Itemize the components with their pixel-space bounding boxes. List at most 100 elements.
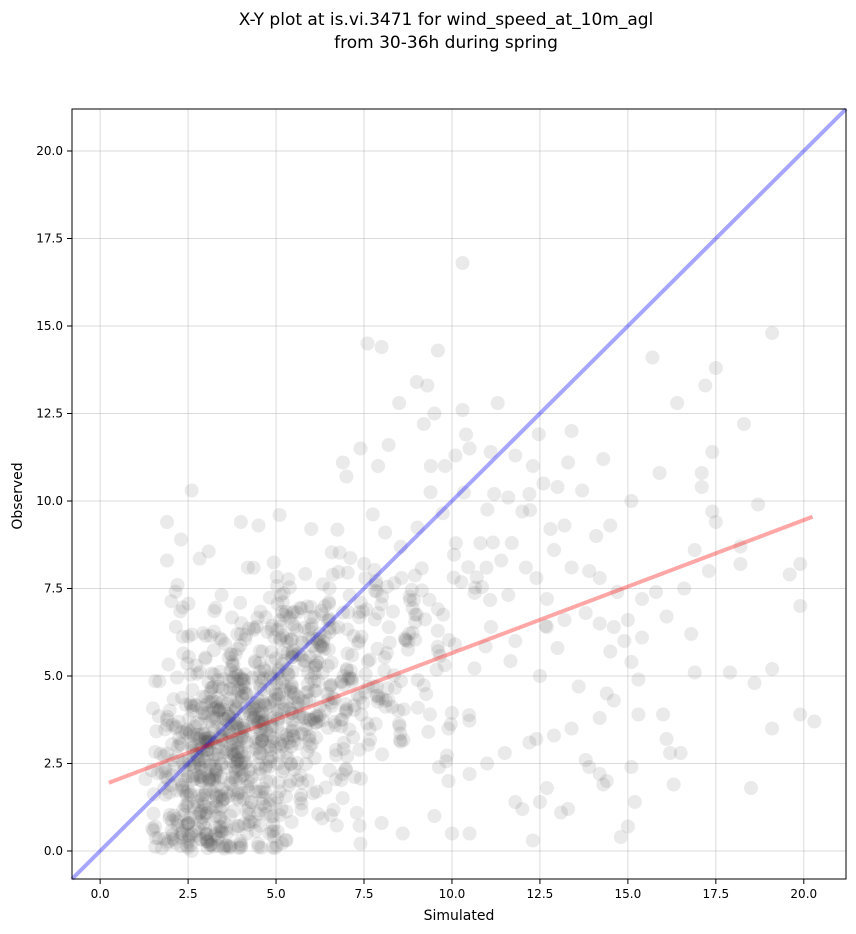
data-point	[205, 719, 220, 734]
data-point	[206, 839, 221, 854]
data-point	[327, 691, 342, 706]
data-point	[371, 688, 386, 703]
data-point	[237, 749, 252, 764]
data-point	[385, 604, 400, 619]
data-point	[221, 788, 236, 803]
data-point	[307, 666, 322, 681]
data-point	[297, 658, 312, 673]
data-point	[279, 694, 294, 709]
data-point	[279, 804, 294, 819]
data-point	[397, 631, 412, 646]
data-point	[705, 445, 720, 459]
data-point	[216, 672, 231, 687]
data-point	[634, 630, 649, 645]
data-point	[227, 699, 242, 714]
data-point	[240, 826, 255, 841]
data-point	[256, 682, 271, 697]
data-point	[231, 745, 246, 760]
data-point	[439, 754, 454, 769]
y-tick-label: 20.0	[36, 144, 63, 158]
data-point	[578, 606, 593, 620]
data-point	[179, 838, 194, 853]
data-point	[279, 604, 294, 619]
data-point	[374, 597, 389, 612]
data-point	[264, 622, 279, 637]
data-point	[268, 796, 283, 811]
data-point	[395, 826, 410, 841]
y-tick-label: 10.0	[36, 494, 63, 508]
data-point	[244, 702, 259, 717]
data-point	[353, 771, 368, 786]
data-point	[241, 621, 256, 636]
data-point	[380, 579, 395, 594]
data-point	[234, 732, 249, 747]
data-point	[192, 732, 207, 747]
data-point	[315, 713, 330, 728]
data-point	[212, 811, 227, 826]
data-point	[282, 610, 297, 625]
data-point	[226, 804, 241, 819]
data-point	[168, 836, 183, 851]
data-point	[189, 731, 204, 746]
data-point	[304, 621, 319, 636]
data-point	[236, 720, 251, 735]
data-point	[184, 844, 199, 858]
data-point	[236, 791, 251, 806]
data-point	[374, 816, 389, 830]
data-point	[304, 671, 319, 686]
data-point	[378, 693, 393, 708]
data-point	[187, 697, 202, 712]
data-point	[363, 732, 378, 747]
data-point	[176, 807, 191, 822]
data-point	[160, 772, 175, 787]
data-point	[201, 730, 216, 745]
data-point	[276, 586, 291, 601]
data-point	[410, 520, 425, 535]
data-point	[275, 645, 290, 660]
data-point	[279, 789, 294, 804]
data-point	[170, 670, 185, 685]
data-point	[554, 805, 569, 820]
data-point	[291, 647, 306, 662]
data-point	[211, 703, 226, 718]
data-point	[228, 719, 243, 734]
data-point	[589, 529, 604, 543]
data-point	[278, 832, 293, 847]
data-point	[321, 611, 336, 626]
x-axis-label: Simulated	[424, 908, 495, 924]
data-point	[284, 632, 299, 647]
data-point	[230, 745, 245, 760]
data-point	[264, 749, 279, 764]
data-point	[271, 664, 286, 679]
data-point	[203, 734, 218, 749]
data-point	[241, 763, 256, 778]
data-point	[269, 705, 284, 720]
data-point	[238, 632, 253, 647]
data-point	[217, 815, 232, 830]
data-point	[203, 685, 218, 700]
data-point	[257, 662, 272, 677]
data-point	[303, 600, 318, 615]
data-point	[308, 658, 323, 673]
data-point	[162, 703, 177, 718]
data-point	[334, 719, 349, 734]
data-point	[617, 634, 632, 648]
data-point	[280, 634, 295, 649]
data-point	[252, 714, 267, 729]
data-point	[320, 658, 335, 673]
data-point	[256, 719, 271, 734]
data-point	[230, 754, 245, 769]
data-point	[234, 745, 249, 760]
data-point	[256, 790, 271, 805]
data-point	[386, 668, 401, 683]
data-point	[224, 746, 239, 761]
data-point	[159, 836, 174, 851]
data-point	[455, 256, 470, 270]
data-point	[209, 711, 224, 726]
data-point	[273, 588, 288, 603]
data-point	[226, 671, 241, 686]
data-point	[293, 791, 308, 806]
data-point	[252, 749, 267, 764]
data-point	[251, 839, 266, 854]
data-point	[326, 802, 341, 817]
